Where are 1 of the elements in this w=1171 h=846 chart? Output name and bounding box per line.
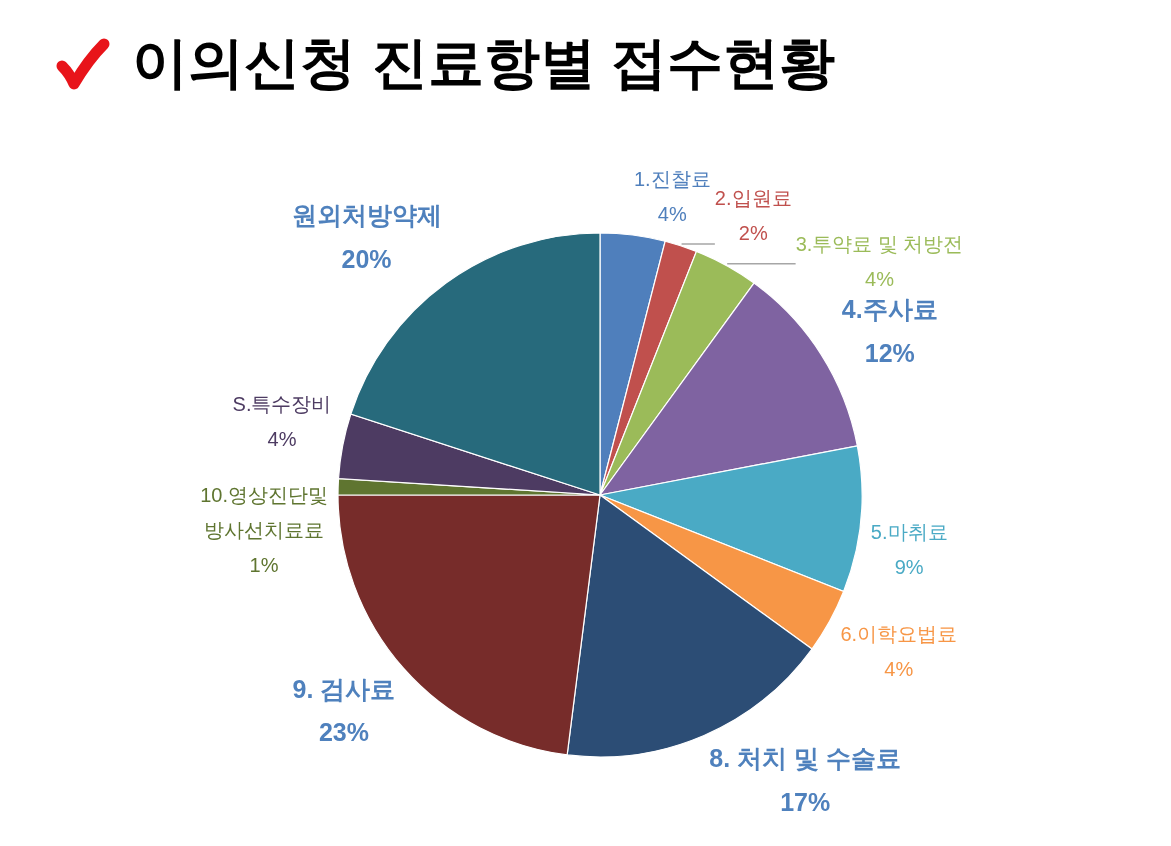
title: 이의신청 진료항별 접수현황	[132, 31, 836, 94]
